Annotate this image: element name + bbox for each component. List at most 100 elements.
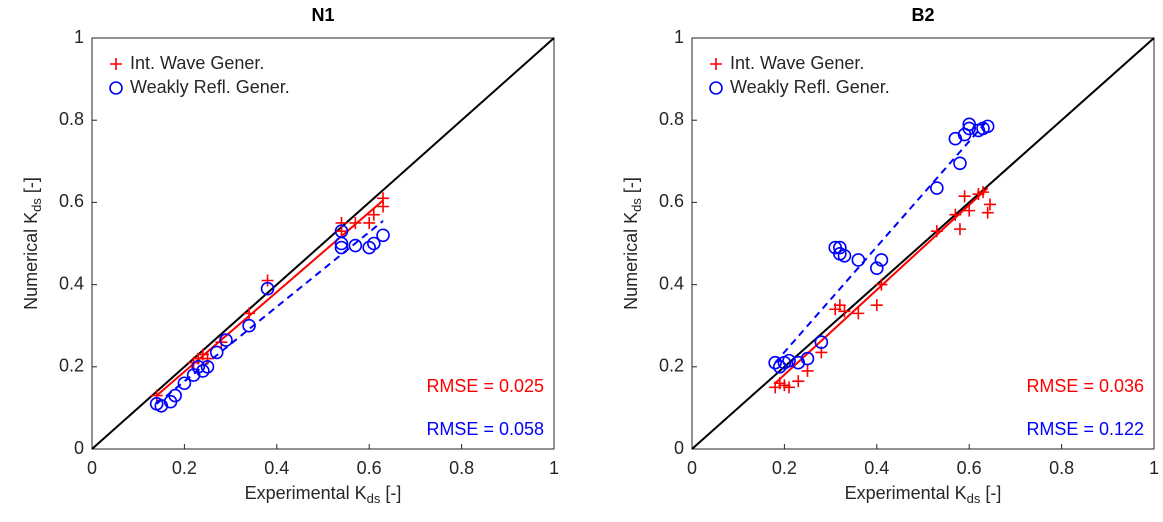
circle-marker	[869, 261, 884, 275]
circle-marker	[362, 240, 377, 255]
x-tick-label: 0.2	[772, 458, 797, 478]
circle-marker	[348, 238, 363, 253]
plus-marker	[377, 192, 390, 205]
x-axis-label-part: Experimental K	[845, 483, 967, 503]
plus-marker	[261, 274, 274, 287]
annotation: RMSE = 0.058	[426, 419, 544, 439]
legend-label: Weakly Refl. Gener.	[130, 77, 290, 97]
y-tick-label: 0.6	[659, 191, 684, 211]
plus-marker	[833, 299, 846, 312]
identity-line	[91, 37, 555, 450]
y-axis-label-part: [-]	[21, 177, 41, 198]
circle-marker	[219, 333, 233, 347]
circle-marker	[209, 345, 224, 360]
circle-marker	[242, 318, 256, 333]
plus-marker	[792, 375, 805, 388]
plus-marker	[110, 58, 122, 70]
y-tick-label: 1	[674, 27, 684, 47]
y-tick-label: 0.2	[59, 356, 84, 376]
y-axis-label-part: Numerical K	[621, 212, 641, 310]
circle-marker	[980, 119, 995, 134]
y-tick-label: 0	[674, 438, 684, 458]
plus-marker	[335, 225, 348, 238]
y-axis-label-part: [-]	[621, 177, 641, 198]
circle-marker	[851, 253, 866, 267]
circle-marker	[837, 249, 852, 263]
plus-marker	[875, 278, 888, 291]
circle-marker	[962, 121, 977, 136]
chart-title: B2	[911, 5, 934, 25]
x-axis-label: Experimental Kds [-]	[245, 483, 402, 507]
plus-marker	[367, 208, 380, 221]
x-tick-label: 0.8	[1049, 458, 1074, 478]
plus-marker	[201, 352, 214, 365]
plus-marker	[710, 58, 722, 70]
y-tick-label: 0.4	[59, 273, 84, 293]
plus-marker	[852, 307, 865, 320]
y-axis-label: Numerical Kds [-]	[21, 177, 45, 310]
x-axis-label-part: ds	[967, 491, 981, 506]
circle-marker	[200, 359, 215, 374]
plus-marker	[349, 216, 362, 229]
circle-marker	[709, 81, 723, 95]
circle-marker	[260, 281, 275, 296]
circle-marker	[191, 359, 206, 374]
annotation: RMSE = 0.122	[1026, 419, 1144, 439]
plus-marker	[949, 208, 962, 221]
circle-marker	[367, 236, 381, 251]
circle-marker	[962, 117, 977, 132]
circle-marker	[109, 81, 123, 95]
x-axis-label-part: Experimental K	[245, 483, 367, 503]
fit-line	[156, 199, 384, 397]
plus-marker	[363, 216, 376, 229]
circle-marker	[782, 353, 796, 368]
fit-line	[774, 119, 989, 364]
x-tick-label: 0	[87, 458, 97, 478]
x-tick-label: 1	[1149, 458, 1159, 478]
x-tick-label: 0.4	[264, 458, 289, 478]
y-axis-label-part: Numerical K	[21, 212, 41, 310]
x-tick-label: 0.6	[957, 458, 982, 478]
x-axis-label: Experimental Kds [-]	[845, 483, 1002, 507]
plus-marker	[958, 190, 971, 203]
circle-marker	[177, 376, 192, 391]
plus-marker	[150, 389, 163, 402]
axes-box	[691, 37, 1155, 450]
annotation: RMSE = 0.036	[1026, 376, 1144, 396]
legend-label: Weakly Refl. Gener.	[730, 77, 890, 97]
plus-marker	[215, 336, 228, 349]
y-axis-label: Numerical Kds [-]	[621, 177, 645, 310]
circle-marker	[196, 364, 210, 378]
x-tick-label: 0.2	[172, 458, 197, 478]
circle-marker	[874, 253, 889, 267]
fit-line	[156, 220, 384, 405]
plus-marker	[870, 299, 883, 312]
circle-marker	[814, 335, 829, 349]
x-tick-label: 0.6	[357, 458, 382, 478]
identity-line	[691, 37, 1155, 450]
y-tick-label: 0.4	[659, 273, 684, 293]
y-tick-label: 1	[74, 27, 84, 47]
y-tick-label: 0.2	[659, 356, 684, 376]
circle-marker	[376, 228, 390, 243]
plus-marker	[243, 307, 256, 320]
axes-box	[91, 37, 555, 450]
circle-marker	[768, 355, 782, 370]
plus-marker	[801, 364, 814, 377]
annotation: RMSE = 0.025	[426, 376, 544, 396]
x-tick-label: 0.8	[449, 458, 474, 478]
legend-label: Int. Wave Gener.	[130, 53, 264, 73]
y-axis-label-part: ds	[29, 198, 44, 212]
y-tick-label: 0.8	[659, 109, 684, 129]
legend-label: Int. Wave Gener.	[730, 53, 864, 73]
circle-marker	[953, 156, 967, 171]
y-tick-label: 0	[74, 438, 84, 458]
x-axis-label-part: ds	[367, 491, 381, 506]
circle-marker	[168, 388, 182, 403]
circle-marker	[772, 359, 787, 374]
x-axis-label-part: [-]	[980, 483, 1001, 503]
circle-marker	[334, 240, 349, 255]
plus-marker	[783, 381, 796, 394]
